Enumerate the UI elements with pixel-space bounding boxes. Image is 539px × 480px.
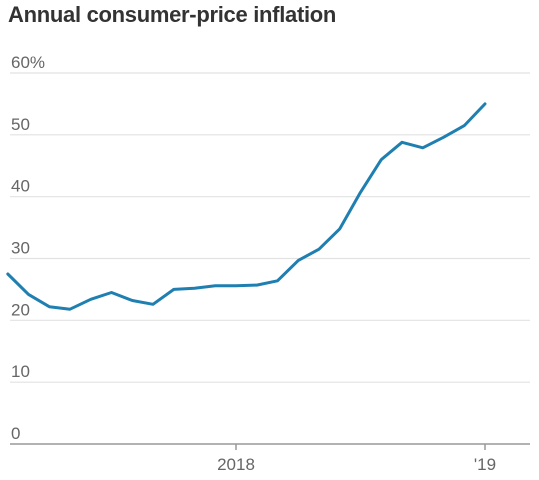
x-tick-label: '19: [474, 455, 496, 474]
y-tick-label: 20: [11, 300, 30, 319]
x-axis-ticks: 2018 '19: [217, 444, 496, 474]
y-tick-label: 30: [11, 239, 30, 258]
y-tick-label: 0: [11, 424, 20, 443]
x-tick-label: 2018: [217, 455, 255, 474]
y-tick-label: 50: [11, 115, 30, 134]
gridlines: [10, 72, 530, 383]
series-line: [6, 102, 487, 311]
y-tick-label: 40: [11, 177, 30, 196]
chart-title: Annual consumer-price inflation: [8, 2, 337, 27]
y-tick-label: 60%: [11, 53, 45, 72]
y-axis-labels: 0 10 20 30 40 50 60%: [11, 53, 45, 443]
y-tick-label: 10: [11, 362, 30, 381]
